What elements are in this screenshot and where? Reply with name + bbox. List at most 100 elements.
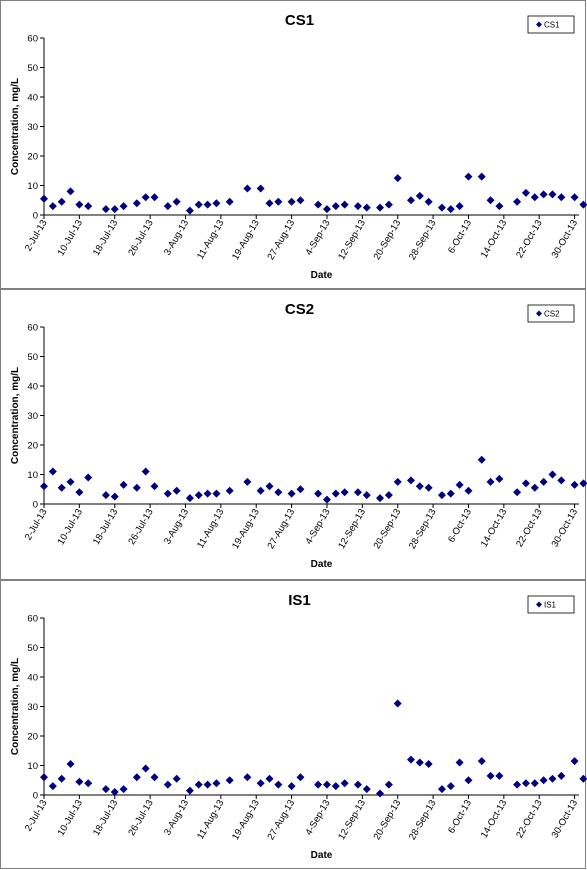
- data-point: [150, 482, 159, 491]
- x-tick-label: 22-Oct-13: [514, 218, 545, 260]
- data-point: [455, 480, 464, 489]
- legend-label: CS1: [544, 21, 560, 30]
- data-point: [570, 480, 579, 489]
- data-point: [243, 477, 252, 486]
- data-point: [539, 190, 548, 199]
- data-point: [265, 774, 274, 783]
- data-point: [415, 758, 424, 767]
- data-point: [362, 203, 371, 212]
- data-point: [243, 773, 252, 782]
- x-tick-label: 26-Jul-13: [126, 507, 155, 547]
- data-point: [424, 197, 433, 206]
- data-point: [265, 482, 274, 491]
- data-point: [486, 196, 495, 205]
- data-point: [296, 485, 305, 494]
- data-point: [119, 202, 128, 211]
- data-point: [48, 467, 57, 476]
- data-point: [225, 197, 234, 206]
- y-tick-label: 0: [33, 211, 38, 222]
- data-point: [353, 202, 362, 211]
- y-tick-label: 40: [27, 673, 38, 684]
- data-point: [66, 187, 75, 196]
- data-point: [203, 489, 212, 498]
- data-point: [163, 780, 172, 789]
- data-point: [75, 200, 84, 209]
- data-point: [340, 200, 349, 209]
- data-point: [110, 788, 119, 797]
- data-point: [464, 486, 473, 495]
- x-tick-label: 11-Aug-13: [195, 507, 226, 550]
- data-point: [132, 773, 141, 782]
- data-point: [203, 200, 212, 209]
- data-point: [376, 494, 385, 503]
- x-tick-label: 28-Sep-13: [407, 507, 439, 551]
- data-point: [384, 780, 393, 789]
- x-tick-label: 2-Jul-13: [23, 218, 50, 253]
- x-tick-label: 12-Sep-13: [336, 218, 368, 262]
- x-tick-label: 20-Sep-13: [372, 798, 404, 842]
- data-point: [353, 488, 362, 497]
- data-point: [212, 489, 221, 498]
- data-point: [384, 491, 393, 500]
- data-point: [203, 780, 212, 789]
- data-point: [495, 474, 504, 483]
- x-tick-label: 2-Jul-13: [23, 798, 50, 833]
- data-point: [194, 491, 203, 500]
- data-point: [446, 205, 455, 214]
- y-axis-label: Concentration, mg/L: [10, 658, 21, 755]
- y-tick-label: 0: [33, 500, 38, 511]
- data-point: [486, 477, 495, 486]
- x-tick-label: 20-Sep-13: [372, 507, 404, 551]
- data-point: [57, 774, 66, 783]
- data-point: [424, 760, 433, 769]
- data-point: [256, 184, 265, 193]
- data-point: [340, 779, 349, 788]
- data-point: [464, 776, 473, 785]
- x-tick-label: 10-Jul-13: [56, 507, 85, 547]
- x-tick-label: 3-Aug-13: [162, 507, 191, 546]
- data-point: [243, 184, 252, 193]
- data-point: [141, 467, 150, 476]
- y-axis-label: Concentration, mg/L: [10, 78, 21, 175]
- x-tick-label: 10-Jul-13: [56, 798, 85, 838]
- x-tick-label: 11-Aug-13: [195, 218, 226, 261]
- x-tick-label: 22-Oct-13: [514, 507, 545, 549]
- data-point: [274, 197, 283, 206]
- y-tick-label: 60: [27, 323, 38, 334]
- data-point: [40, 773, 48, 782]
- data-point: [530, 779, 539, 788]
- y-tick-label: 40: [27, 382, 38, 393]
- data-point: [579, 479, 587, 488]
- x-tick-label: 11-Aug-13: [195, 798, 226, 841]
- data-point: [57, 483, 66, 492]
- data-point: [48, 782, 57, 791]
- y-axis-label: Concentration, mg/L: [10, 367, 21, 464]
- data-point: [393, 477, 402, 486]
- data-point: [296, 773, 305, 782]
- data-point: [274, 488, 283, 497]
- data-point: [513, 197, 522, 206]
- data-point: [119, 785, 128, 794]
- data-point: [446, 489, 455, 498]
- data-point: [362, 785, 371, 794]
- y-tick-label: 20: [27, 441, 38, 452]
- data-point: [314, 780, 323, 789]
- legend-marker: [536, 21, 542, 28]
- x-tick-label: 12-Sep-13: [336, 798, 368, 842]
- data-point: [570, 193, 579, 202]
- data-point: [446, 782, 455, 791]
- x-tick-label: 4-Sep-13: [304, 507, 333, 546]
- data-point: [287, 489, 296, 498]
- y-tick-label: 20: [27, 732, 38, 743]
- x-tick-label: 6-Oct-13: [446, 218, 474, 256]
- data-point: [185, 786, 194, 795]
- legend-box: [527, 15, 575, 34]
- data-point: [331, 782, 340, 791]
- x-tick-label: 12-Sep-13: [336, 507, 368, 551]
- data-point: [163, 489, 172, 498]
- data-point: [521, 479, 530, 488]
- x-tick-label: 30-Oct-13: [550, 218, 581, 260]
- data-point: [172, 774, 181, 783]
- data-point: [406, 755, 415, 764]
- x-tick-label: 18-Jul-13: [91, 798, 120, 838]
